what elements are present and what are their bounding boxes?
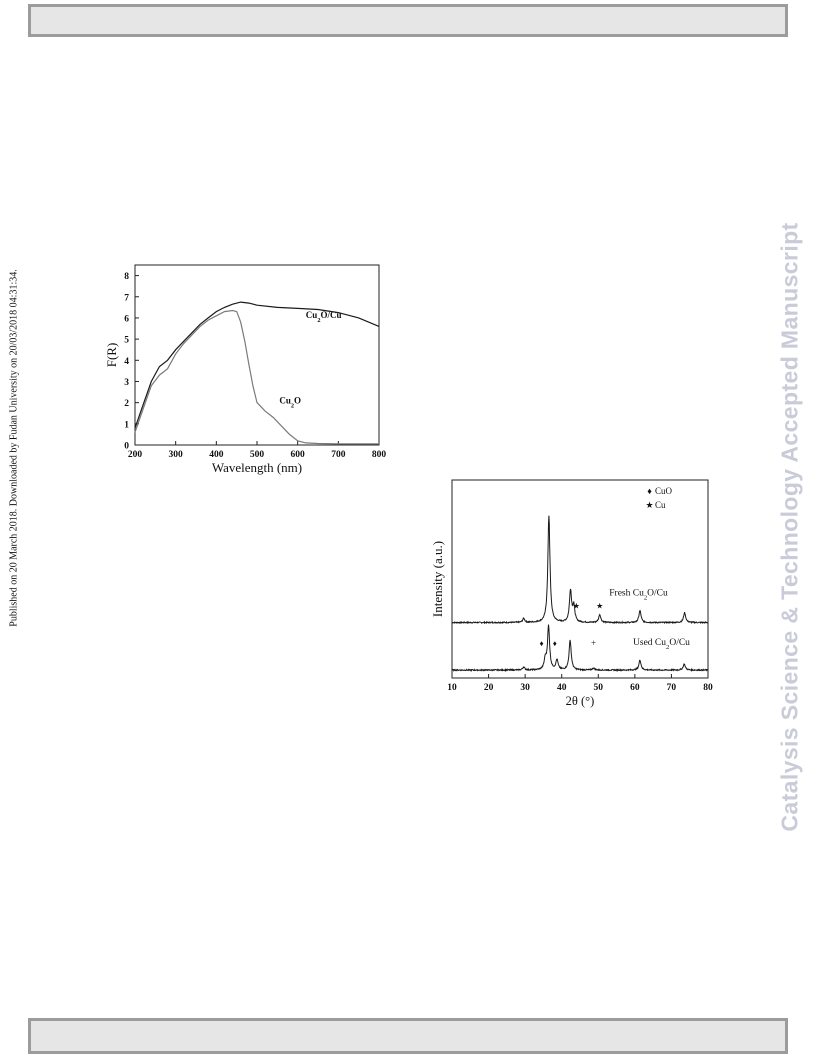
plot-frame <box>451 479 709 679</box>
y-tick-label: 8 <box>124 272 129 282</box>
x-tick-label: 500 <box>250 450 265 460</box>
x-tick-label: 50 <box>594 683 604 693</box>
x-tick-label: 20 <box>484 683 494 693</box>
y-axis-label: Intensity (a.u.) <box>430 541 445 617</box>
series-label: Cu2O <box>279 396 301 410</box>
legend-label: Cu <box>655 500 666 510</box>
uv-vis-chart: 200 300 400 500 600 700 800 0 1 2 3 4 5 6 7 8 Wavelength… <box>104 264 387 475</box>
legend-label: CuO <box>655 486 673 496</box>
page-header-bar <box>28 4 788 37</box>
y-tick-label: 4 <box>124 357 129 367</box>
x-tick-label: 800 <box>372 450 387 460</box>
x-tick-label: 70 <box>667 683 677 693</box>
xrd-series-line <box>451 515 709 625</box>
x-tick-label: 700 <box>331 450 346 460</box>
y-tick-label: 0 <box>124 442 129 452</box>
publication-note: Published on 20 March 2018. Downloaded b… <box>8 269 20 627</box>
y-axis-label: F(R) <box>104 343 119 368</box>
x-tick-label: 60 <box>630 683 640 693</box>
x-tick-label: 80 <box>703 683 713 693</box>
legend-symbol: ♦ <box>647 486 652 496</box>
x-axis-label: 2θ (°) <box>566 694 595 708</box>
y-tick-label: 5 <box>124 336 129 346</box>
journal-watermark: Catalysis Science & Technology Accepted … <box>776 222 803 832</box>
y-tick-label: 3 <box>124 378 129 388</box>
y-tick-label: 7 <box>124 293 129 303</box>
legend-symbol: ★ <box>645 500 653 510</box>
series-label: Used Cu2O/Cu <box>633 638 690 651</box>
peak-marker: ♦ <box>553 639 557 648</box>
x-tick-label: 40 <box>557 683 567 693</box>
x-tick-label: 400 <box>209 450 224 460</box>
x-tick-label: 300 <box>169 450 184 460</box>
series-label: Fresh Cu2O/Cu <box>609 589 668 602</box>
x-tick-label: 200 <box>128 450 143 460</box>
x-tick-label: 10 <box>447 683 457 693</box>
x-tick-label: 30 <box>520 683 530 693</box>
y-tick-label: 2 <box>124 399 129 409</box>
peak-marker: ♦ <box>540 639 544 648</box>
peak-marker: ★ <box>573 602 580 611</box>
peak-marker: + <box>591 638 596 648</box>
y-tick-label: 6 <box>124 314 129 324</box>
x-tick-label: 600 <box>291 450 306 460</box>
xrd-series-line <box>451 624 709 673</box>
y-tick-label: 1 <box>124 420 129 430</box>
peak-marker: ★ <box>596 602 603 611</box>
page-footer-bar <box>28 1018 788 1054</box>
series-line <box>134 309 379 445</box>
series-label: Cu2O/Cu <box>306 310 342 324</box>
series-line <box>134 301 380 429</box>
x-axis-label: Wavelength (nm) <box>212 460 302 475</box>
